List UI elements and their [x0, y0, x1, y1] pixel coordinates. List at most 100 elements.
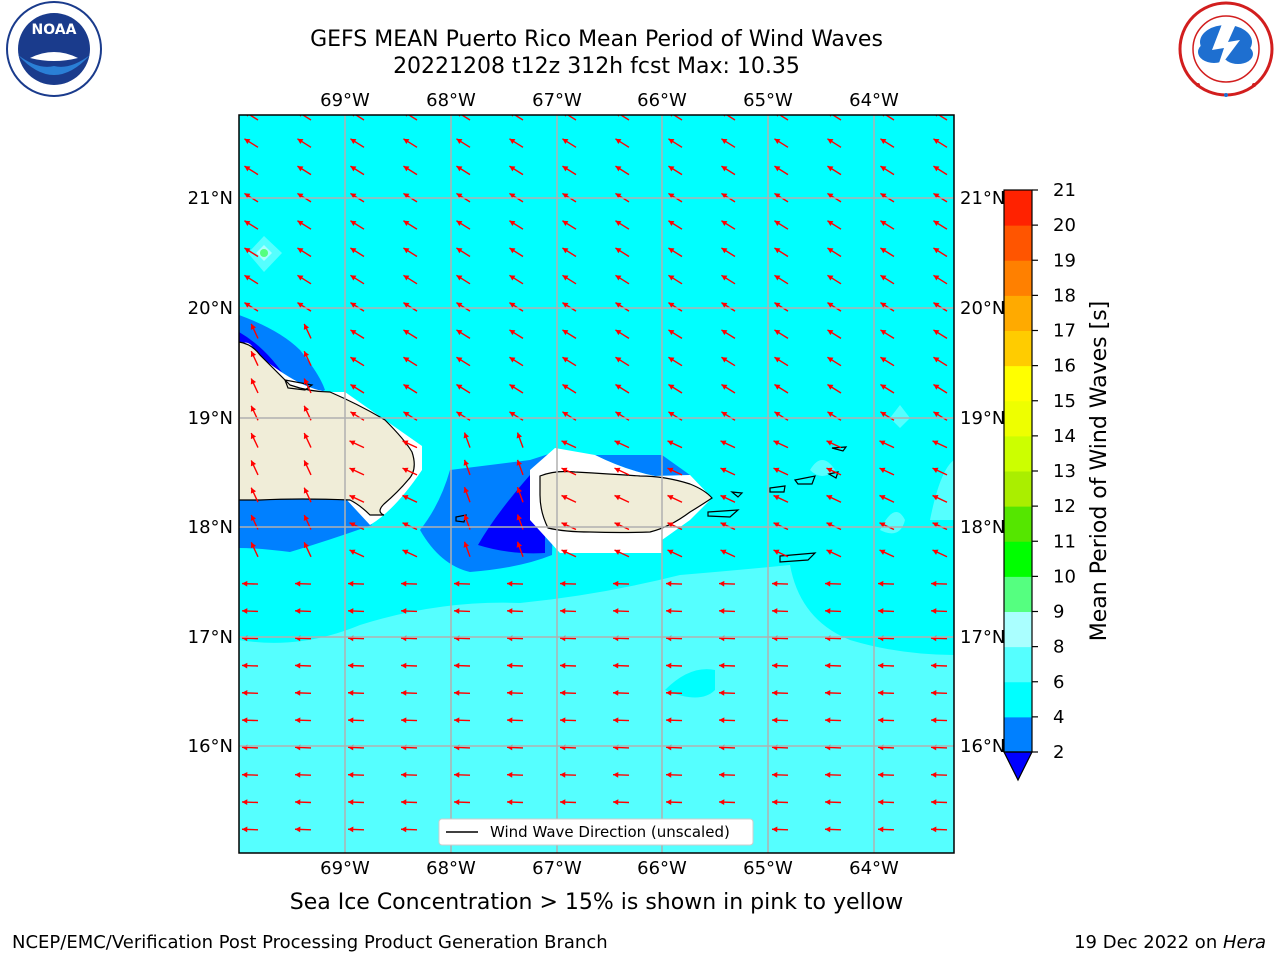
wave-direction-arrow	[880, 411, 895, 421]
wave-direction-arrow	[773, 549, 789, 558]
lat-label-right: 16°N	[960, 736, 1005, 757]
wave-direction-arrow	[303, 432, 312, 448]
wave-direction-arrow	[880, 247, 895, 258]
wave-direction-arrow	[506, 662, 524, 669]
wave-direction-arrow	[720, 549, 736, 558]
wave-direction-arrow	[561, 522, 577, 531]
wave-direction-arrow	[771, 717, 789, 724]
wave-direction-arrow	[824, 771, 842, 778]
wave-direction-arrow	[297, 302, 312, 312]
wave-direction-arrow	[721, 138, 736, 148]
wave-direction-arrow	[615, 411, 630, 421]
plot-subtitle: 20221208 t12z 312h fcst Max: 10.35	[393, 54, 800, 79]
wave-direction-arrow	[400, 662, 418, 669]
wave-direction-arrow	[615, 220, 630, 230]
wave-direction-arrow	[347, 608, 365, 614]
lon-label-top: 69°W	[320, 90, 370, 111]
wave-direction-arrow	[615, 165, 630, 176]
lat-label-left: 21°N	[188, 188, 233, 209]
wave-direction-arrow	[614, 494, 630, 503]
wave-direction-arrow	[250, 378, 259, 394]
wave-direction-arrow	[665, 799, 683, 806]
colorbar-label: Mean Period of Wind Waves [s]	[1087, 301, 1112, 641]
wave-direction-arrow	[615, 356, 630, 367]
wave-direction-arrow	[347, 690, 365, 696]
wave-direction-arrow	[349, 467, 365, 476]
wave-direction-arrow	[561, 549, 577, 558]
footer-date: 19 Dec 2022 on Hera	[1074, 932, 1266, 953]
plot-title: GEFS MEAN Puerto Rico Mean Period of Win…	[310, 27, 883, 52]
wave-direction-arrow	[720, 467, 736, 476]
wave-direction-arrow	[506, 771, 524, 778]
wave-direction-arrow	[774, 247, 789, 258]
wave-direction-arrow	[303, 487, 312, 503]
wave-direction-arrow	[303, 350, 312, 366]
wave-direction-arrow	[456, 220, 471, 230]
wave-direction-arrow	[774, 302, 789, 312]
wave-direction-arrow	[297, 165, 312, 176]
wave-direction-arrow	[933, 383, 948, 394]
wave-direction-arrow	[453, 690, 471, 696]
wave-direction-arrow	[827, 302, 842, 312]
wave-direction-arrow	[456, 274, 471, 285]
wave-direction-arrow	[932, 549, 948, 558]
wave-direction-arrow	[509, 220, 524, 230]
wave-direction-arrow	[562, 220, 577, 230]
sea-ice-caption: Sea Ice Concentration > 15% is shown in …	[289, 890, 904, 915]
wave-direction-arrow	[879, 494, 895, 503]
lon-label-bottom: 68°W	[426, 858, 476, 879]
wave-direction-arrow	[877, 608, 895, 614]
wave-direction-arrow	[933, 329, 948, 339]
wave-direction-arrow	[350, 383, 365, 394]
wave-direction-arrow	[562, 247, 577, 258]
wave-direction-arrow	[453, 608, 471, 614]
wave-direction-arrow	[350, 329, 365, 339]
wave-direction-arrow	[612, 690, 630, 696]
wave-direction-arrow	[718, 771, 736, 778]
wave-direction-arrow	[303, 323, 312, 339]
wave-direction-arrow	[347, 771, 365, 778]
wave-direction-arrow	[612, 799, 630, 806]
wave-direction-arrow	[718, 580, 736, 587]
wave-direction-arrow	[774, 165, 789, 176]
lon-label-top: 65°W	[743, 90, 793, 111]
map-legend: Wind Wave Direction (unscaled)	[438, 818, 754, 846]
wave-direction-arrow	[615, 274, 630, 285]
wave-direction-arrow	[667, 549, 683, 558]
lat-label-right: 18°N	[960, 517, 1005, 538]
wave-direction-arrow	[668, 329, 683, 339]
wave-direction-arrow	[880, 138, 895, 148]
wave-direction-arrow	[771, 580, 789, 587]
colorbar-segment	[1004, 365, 1032, 402]
wave-direction-arrow	[774, 383, 789, 394]
wave-direction-arrow	[612, 580, 630, 587]
wave-direction-arrow	[294, 799, 312, 806]
wave-direction-arrow	[562, 329, 577, 339]
wave-direction-arrow	[877, 580, 895, 587]
wave-direction-arrow	[403, 411, 418, 421]
wave-direction-arrow	[244, 247, 259, 258]
wave-direction-arrow	[561, 440, 577, 449]
wave-direction-arrow	[456, 356, 471, 367]
wave-direction-arrow	[824, 662, 842, 669]
wave-direction-arrow	[241, 826, 259, 833]
lon-label-bottom: 69°W	[320, 858, 370, 879]
wave-direction-arrow	[614, 549, 630, 558]
colorbar-tick-label: 13	[1053, 461, 1076, 482]
wave-direction-arrow	[880, 165, 895, 176]
wave-direction-arrow	[774, 411, 789, 421]
wave-direction-arrow	[463, 541, 471, 558]
wave-direction-arrow	[562, 138, 577, 148]
wave-direction-arrow	[350, 302, 365, 312]
wave-direction-arrow	[403, 383, 418, 394]
wave-direction-arrow	[559, 580, 577, 587]
colorbar-segment	[1004, 400, 1032, 437]
wave-direction-arrow	[930, 608, 948, 614]
wave-direction-arrow	[453, 799, 471, 806]
wave-direction-arrow	[347, 717, 365, 724]
lon-labels-top: 69°W 68°W 67°W 66°W 65°W 64°W	[320, 90, 899, 111]
wave-direction-arrow	[509, 138, 524, 148]
wave-direction-arrow	[933, 138, 948, 148]
wave-direction-arrow	[827, 411, 842, 421]
lon-label-bottom: 64°W	[849, 858, 899, 879]
